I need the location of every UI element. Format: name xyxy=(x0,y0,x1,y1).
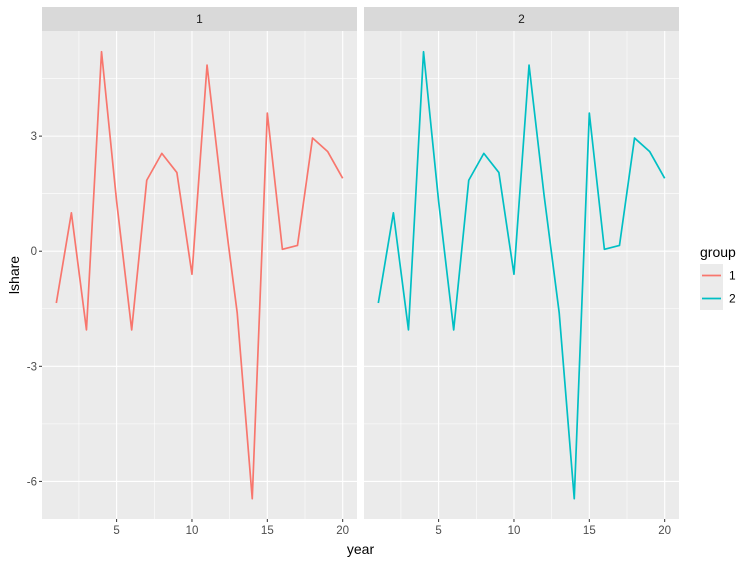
x-tick-label: 20 xyxy=(336,525,349,537)
y-axis-title: lshare xyxy=(6,256,22,294)
legend-label-1: 1 xyxy=(729,269,736,283)
series-line-1 xyxy=(55,50,344,500)
panel-background-1 xyxy=(42,31,357,519)
facet-strip-1 xyxy=(42,7,357,31)
legend-title: group xyxy=(700,244,736,260)
y-tick-label: -3 xyxy=(27,361,37,373)
legend-label-2: 2 xyxy=(729,292,736,306)
x-tick-label: 15 xyxy=(583,525,596,537)
y-tick-label: 3 xyxy=(31,131,37,143)
x-tick-label: 20 xyxy=(658,525,671,537)
x-tick-label: 10 xyxy=(186,525,199,537)
panel-background-2 xyxy=(364,31,679,519)
facet-strip-label-1: 1 xyxy=(196,12,203,26)
x-tick-label: 5 xyxy=(113,525,119,537)
x-tick-label: 5 xyxy=(435,525,441,537)
x-axis-title: year xyxy=(347,541,375,557)
y-tick-label: -6 xyxy=(27,476,37,488)
facet-strip-label-2: 2 xyxy=(518,12,525,26)
y-tick-label: 0 xyxy=(31,246,37,258)
x-tick-label: 15 xyxy=(261,525,274,537)
x-tick-label: 10 xyxy=(508,525,521,537)
series-line-2 xyxy=(377,50,666,500)
facet-strip-2 xyxy=(364,7,679,31)
